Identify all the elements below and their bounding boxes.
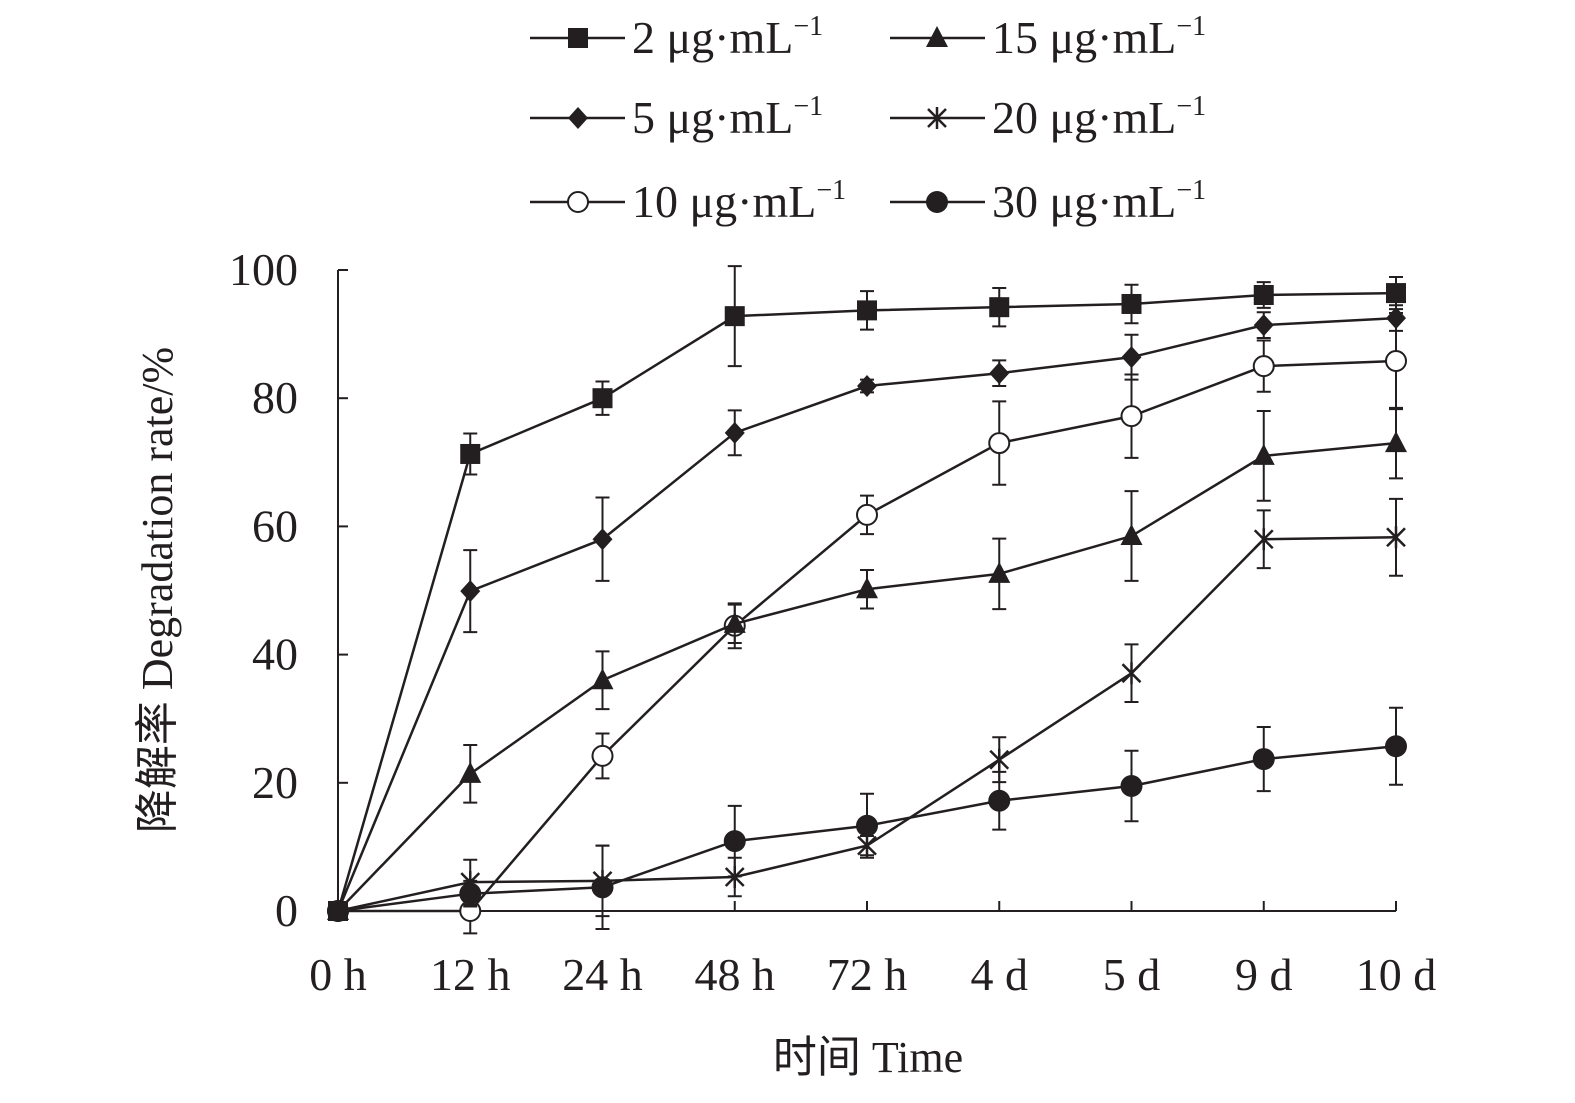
x-tick-label: 24 h: [562, 949, 643, 1000]
triangle-marker: [856, 577, 878, 599]
x-tick-label: 72 h: [827, 949, 908, 1000]
square-marker: [857, 300, 877, 321]
legend-item-15: 15 μg·mL−1: [890, 11, 1206, 63]
asterisk-marker: [1386, 526, 1406, 549]
series-2: [328, 265, 1406, 921]
y-axis-label: 降解率 Degradation rate/%: [133, 347, 182, 833]
legend-unit-exponent: −1: [793, 11, 823, 42]
legend-unit-exponent: −1: [1176, 91, 1206, 122]
diamond-marker: [724, 421, 745, 444]
y-tick-label: 100: [229, 244, 298, 295]
filled-circle-marker: [327, 900, 349, 922]
x-tick-label: 5 d: [1103, 949, 1161, 1000]
legend-unit-exponent: −1: [1176, 11, 1206, 42]
x-tick-label: 4 d: [971, 949, 1029, 1000]
filled-circle-marker: [1385, 735, 1407, 758]
legend-label: 30 μg·mL−1: [992, 175, 1206, 227]
open-circle-marker: [856, 503, 878, 526]
open-circle-marker: [1252, 355, 1275, 378]
y-tick-label: 40: [252, 629, 298, 680]
x-axis-label: 时间 Time: [773, 1033, 963, 1082]
x-tick-label: 0 h: [309, 949, 367, 1000]
diamond-marker: [568, 107, 588, 129]
open-circle-marker: [988, 432, 1011, 455]
legend: 2 μg·mL−1 5 μg·mL−1 10 μg·mL−1 15 μg·mL−1 20…: [530, 11, 1206, 227]
legend-item-30: 30 μg·mL−1: [890, 175, 1206, 227]
asterisk-marker: [927, 107, 947, 129]
diamond-marker: [857, 375, 877, 398]
triangle-marker: [926, 26, 948, 47]
asterisk-marker: [989, 748, 1010, 771]
legend-unit-exponent: −1: [816, 175, 846, 206]
filled-circle-marker: [723, 830, 746, 853]
open-circle-marker: [1120, 405, 1143, 428]
filled-circle-marker: [1120, 775, 1143, 798]
legend-item-2: 2 μg·mL−1: [530, 11, 823, 63]
y-tick-label: 0: [275, 885, 298, 936]
diamond-marker: [1253, 314, 1274, 337]
diamond-marker: [1121, 346, 1142, 369]
triangle-marker: [988, 561, 1011, 583]
filled-circle-marker: [988, 789, 1011, 812]
square-marker: [568, 28, 588, 48]
triangle-marker: [1252, 443, 1275, 465]
legend-item-5: 5 μg·mL−1: [530, 91, 823, 143]
triangle-marker: [459, 761, 482, 783]
diamond-marker: [989, 362, 1010, 385]
legend-label: 5 μg·mL−1: [632, 91, 823, 143]
x-tick-label: 48 h: [695, 949, 776, 1000]
legend-item-10: 10 μg·mL−1: [530, 175, 846, 227]
open-circle-marker: [567, 191, 589, 213]
x-tick-label: 10 d: [1356, 949, 1437, 1000]
plot-area: [327, 265, 1407, 935]
filled-circle-marker: [459, 882, 482, 905]
legend-item-20: 20 μg·mL−1: [890, 91, 1206, 143]
square-marker: [592, 388, 613, 409]
square-marker: [460, 443, 481, 464]
triangle-marker: [723, 611, 746, 633]
triangle-marker: [1385, 431, 1407, 453]
asterisk-marker: [1121, 662, 1142, 685]
legend-label: 10 μg·mL−1: [632, 175, 846, 227]
x-tick-label: 12 h: [430, 949, 511, 1000]
x-tick-label: 9 d: [1235, 949, 1293, 1000]
triangle-marker: [1120, 524, 1143, 546]
triangle-marker: [591, 668, 614, 690]
square-marker: [724, 306, 745, 327]
square-marker: [989, 297, 1010, 318]
legend-label: 20 μg·mL−1: [992, 91, 1206, 143]
open-circle-marker: [1385, 350, 1407, 373]
filled-circle-marker: [591, 876, 614, 899]
filled-circle-marker: [856, 814, 878, 837]
legend-unit-exponent: −1: [793, 91, 823, 122]
diamond-marker: [460, 580, 481, 603]
series-30: [327, 706, 1407, 930]
axes: 0 20 40 60 80 100 0 h 12 h 24 h 48 h 72 h 4 d 5 d 9 d…: [229, 244, 1436, 1000]
open-circle-marker: [591, 744, 614, 767]
legend-unit-exponent: −1: [1176, 175, 1206, 206]
square-marker: [1121, 293, 1142, 314]
asterisk-marker: [1253, 528, 1274, 551]
legend-label: 2 μg·mL−1: [632, 11, 823, 63]
square-marker: [1253, 284, 1274, 305]
square-marker: [1386, 283, 1406, 304]
y-tick-label: 80: [252, 372, 298, 423]
filled-circle-marker: [926, 191, 948, 213]
legend-label: 15 μg·mL−1: [992, 11, 1206, 63]
diamond-marker: [592, 528, 613, 551]
y-tick-label: 20: [252, 757, 298, 808]
y-tick-label: 60: [252, 500, 298, 551]
filled-circle-marker: [1252, 748, 1275, 771]
